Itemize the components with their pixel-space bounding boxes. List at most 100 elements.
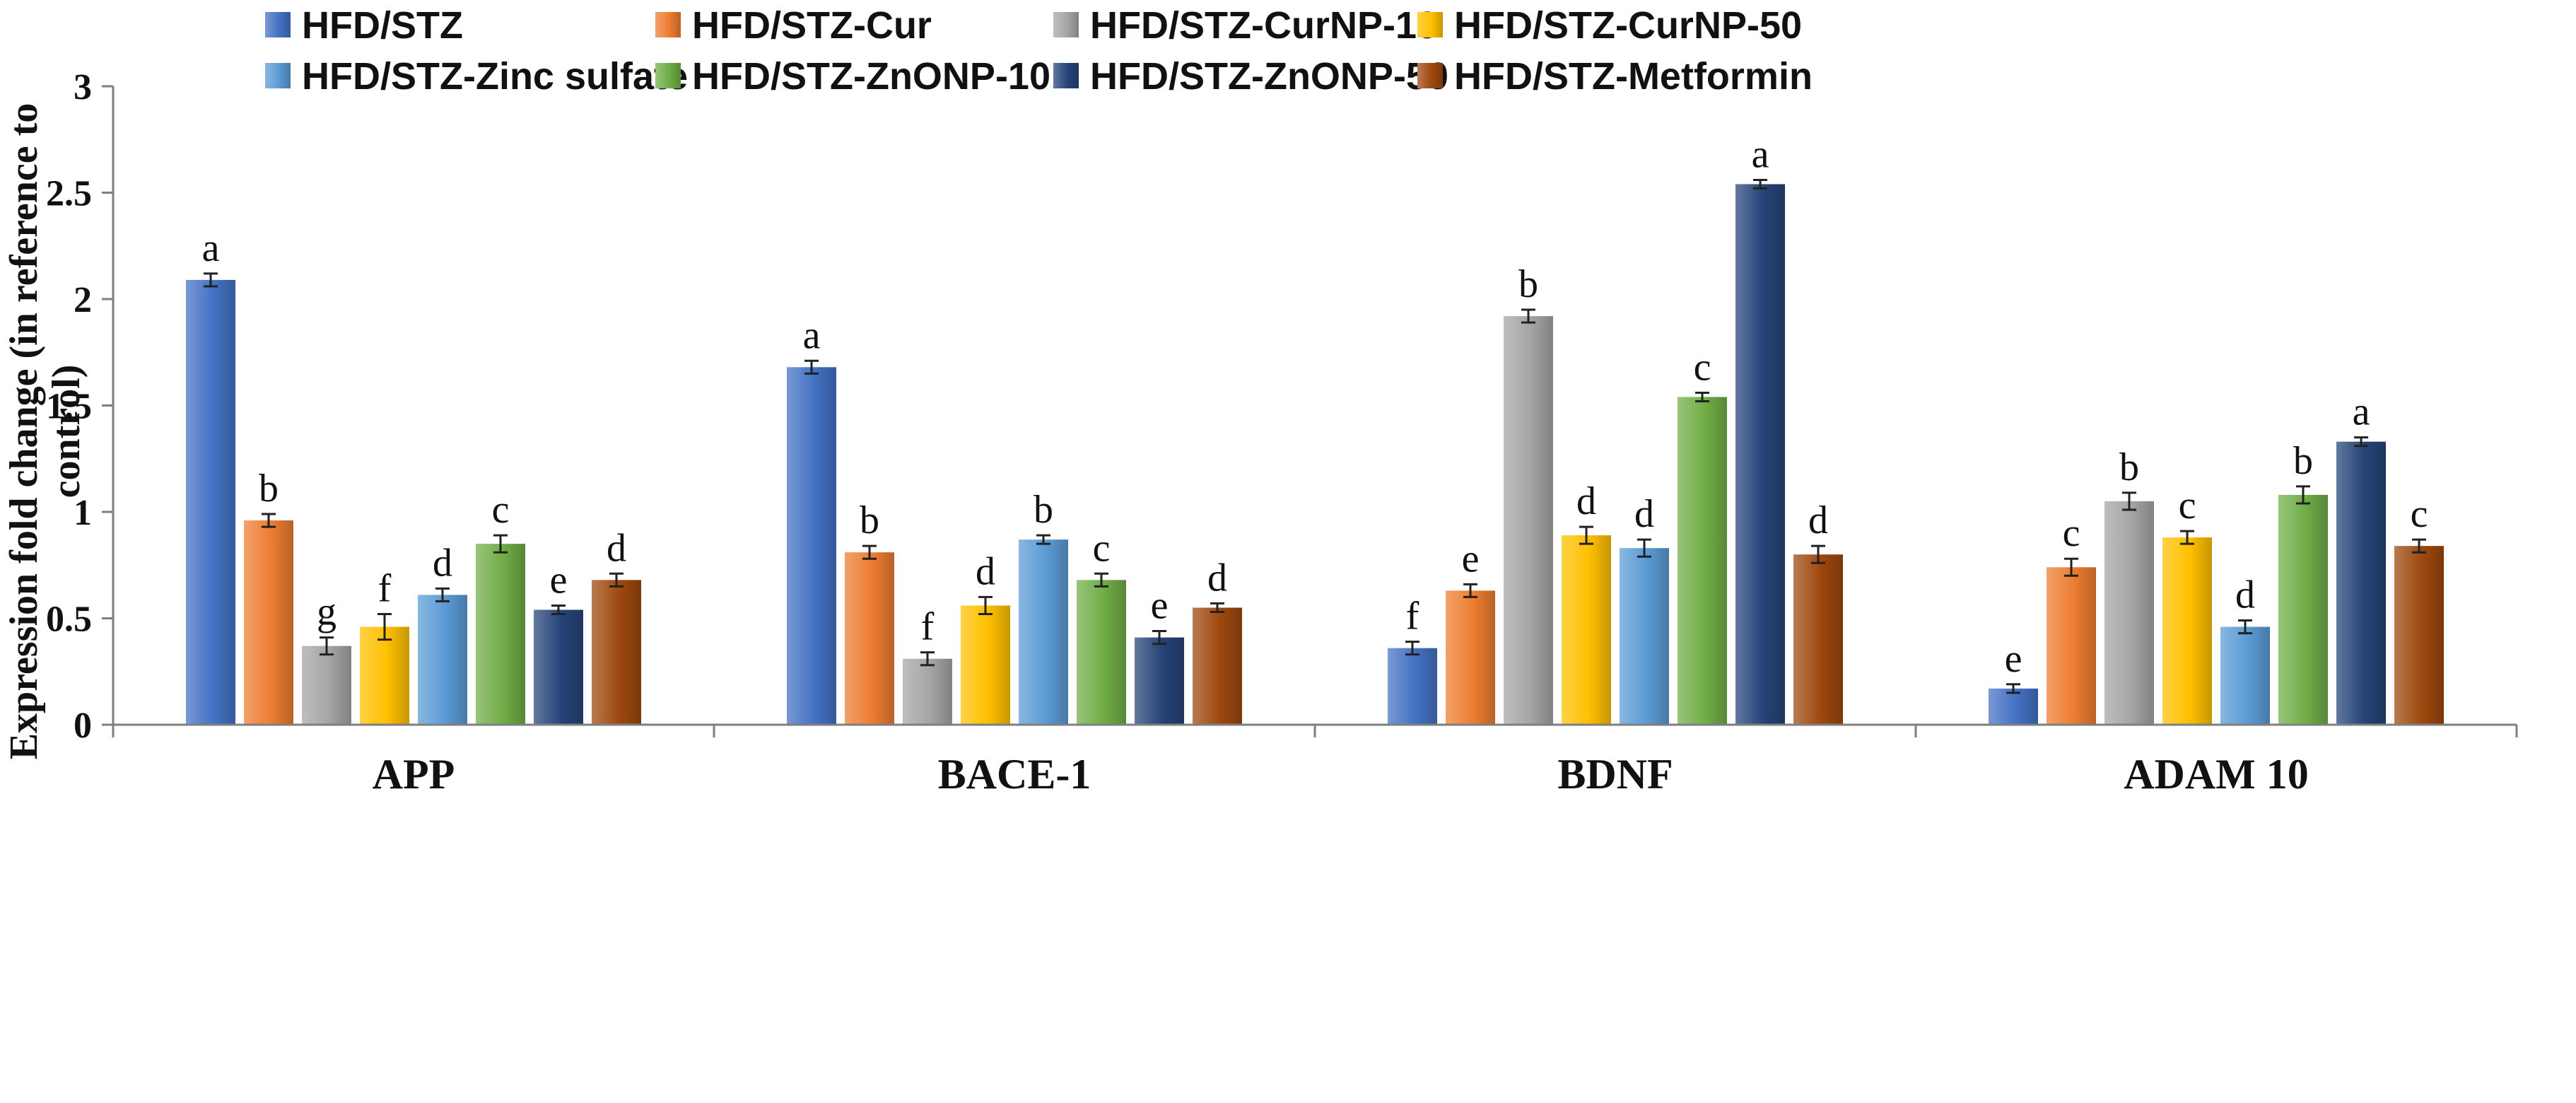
significance-letter: e bbox=[1462, 537, 1480, 580]
y-tick-label: 2.5 bbox=[46, 174, 92, 214]
significance-letter: c bbox=[2411, 492, 2428, 536]
error-bar bbox=[1695, 391, 1709, 402]
significance-letter: d bbox=[1808, 498, 1828, 542]
significance-letter: b bbox=[1034, 488, 1053, 532]
bar bbox=[1562, 535, 1611, 725]
bar bbox=[1446, 590, 1495, 725]
error-bar bbox=[609, 572, 623, 588]
significance-letter: f bbox=[378, 566, 392, 610]
bar bbox=[534, 609, 583, 725]
significance-letter: e bbox=[1151, 584, 1169, 628]
bar bbox=[2336, 441, 2386, 725]
significance-letter: c bbox=[1694, 345, 1711, 389]
significance-letter: d bbox=[607, 526, 626, 570]
error-bar bbox=[1405, 641, 1419, 656]
error-bar bbox=[493, 534, 508, 554]
legend-label: HFD/STZ-CurNP-10 bbox=[1090, 4, 1438, 47]
error-bar bbox=[435, 587, 450, 602]
legend-label: HFD/STZ-CurNP-50 bbox=[1454, 4, 1802, 47]
y-tick-label: 1.5 bbox=[46, 387, 92, 427]
significance-letter: b bbox=[259, 467, 279, 510]
significance-letter: a bbox=[2353, 390, 2370, 434]
bar bbox=[903, 658, 952, 725]
legend-swatch bbox=[1053, 12, 1079, 37]
bar bbox=[186, 279, 235, 725]
x-category-label: ADAM 10 bbox=[2124, 751, 2309, 798]
legend-label: HFD/STZ-ZnONP-50 bbox=[1090, 55, 1448, 98]
bar bbox=[1989, 688, 2038, 725]
error-bar bbox=[920, 651, 935, 667]
significance-letter: d bbox=[2235, 573, 2255, 617]
significance-letter: a bbox=[803, 313, 821, 357]
significance-letter: d bbox=[976, 549, 995, 593]
error-bar bbox=[1637, 538, 1651, 558]
significance-letter: d bbox=[1207, 556, 1227, 600]
legend-swatch bbox=[1053, 63, 1079, 88]
bar bbox=[961, 605, 1010, 725]
error-bar bbox=[377, 612, 392, 641]
error-bar bbox=[551, 604, 566, 615]
legend-swatch bbox=[655, 12, 681, 37]
bar bbox=[1388, 648, 1437, 725]
error-bar bbox=[2238, 619, 2252, 635]
legend-label: HFD/STZ-Zinc sulfate bbox=[302, 55, 688, 98]
legend-swatch bbox=[265, 12, 291, 37]
x-category-label: APP bbox=[373, 751, 455, 798]
significance-letter: d bbox=[1634, 492, 1654, 536]
significance-letter: c bbox=[492, 488, 510, 532]
legend-swatch bbox=[265, 63, 291, 88]
legend-label: HFD/STZ-ZnONP-10 bbox=[692, 55, 1050, 98]
bar bbox=[845, 552, 894, 725]
error-bar bbox=[1579, 525, 1593, 545]
significance-letter: d bbox=[1576, 479, 1596, 523]
error-bar bbox=[204, 272, 218, 288]
significance-letter: b bbox=[2293, 439, 2313, 483]
error-bar bbox=[2122, 491, 2136, 511]
error-bar bbox=[1094, 572, 1108, 588]
error-bar bbox=[2064, 557, 2078, 577]
error-bar bbox=[1463, 583, 1477, 598]
error-bar bbox=[320, 636, 334, 656]
error-bar bbox=[262, 513, 276, 528]
significance-letter: f bbox=[1406, 595, 1419, 638]
bar bbox=[1135, 637, 1184, 725]
significance-letter: c bbox=[1093, 526, 1111, 570]
axes-group: 0 0.5 1 1.5 2 2.5 3 APP BACE-1 BDNF ADAM 10 bbox=[46, 67, 2518, 798]
bar bbox=[2162, 537, 2212, 725]
bar bbox=[592, 580, 641, 725]
legend-swatch bbox=[1417, 63, 1443, 88]
significance-letter: b bbox=[860, 498, 879, 542]
bar bbox=[1678, 397, 1727, 725]
bar bbox=[2104, 501, 2154, 725]
bar bbox=[418, 595, 467, 725]
error-bar bbox=[2412, 538, 2426, 554]
bar bbox=[244, 520, 293, 725]
bar bbox=[2394, 546, 2444, 725]
x-category-label: BACE-1 bbox=[938, 751, 1091, 798]
bar bbox=[1504, 316, 1553, 725]
bar bbox=[1193, 607, 1242, 725]
bar bbox=[302, 646, 351, 725]
significance-letter: b bbox=[1518, 262, 1538, 306]
legend: HFD/STZ HFD/STZ-Cur HFD/STZ-CurNP-10 HFD/ST… bbox=[265, 4, 1813, 98]
error-bar bbox=[804, 359, 819, 375]
significance-letter: a bbox=[202, 226, 220, 270]
bar bbox=[1019, 539, 1068, 725]
significance-letter: e bbox=[550, 558, 568, 602]
bar bbox=[787, 367, 836, 725]
y-tick-label: 0 bbox=[74, 706, 92, 746]
legend-label: HFD/STZ-Metformin bbox=[1454, 55, 1813, 98]
significance-letter: f bbox=[921, 605, 935, 649]
y-tick-label: 3 bbox=[74, 67, 92, 107]
bar bbox=[1793, 554, 1843, 725]
legend-swatch bbox=[1417, 12, 1443, 37]
significance-letter: c bbox=[2179, 484, 2196, 527]
error-bar bbox=[1152, 630, 1166, 646]
y-tick-label: 2 bbox=[74, 280, 92, 320]
error-bar bbox=[978, 595, 993, 615]
error-bar bbox=[2296, 485, 2310, 505]
bar bbox=[2278, 494, 2328, 725]
significance-letter: a bbox=[1752, 132, 1769, 176]
y-axis-label: Expression fold change (in reference toc… bbox=[2, 103, 88, 760]
